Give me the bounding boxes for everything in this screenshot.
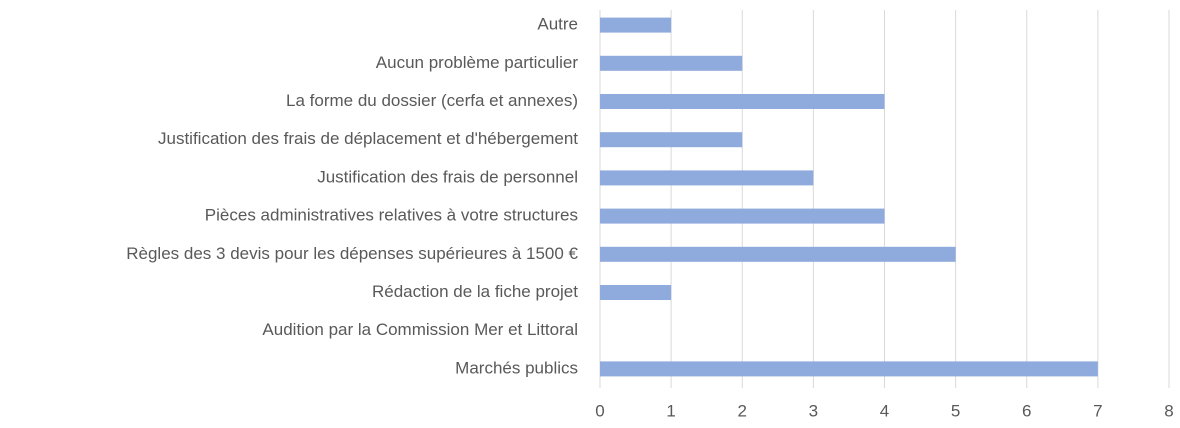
x-tick-label: 0 [595, 401, 604, 420]
bar [600, 361, 1098, 377]
y-tick-label: Pièces administratives relatives à votre… [205, 206, 578, 225]
x-tick-label: 8 [1164, 401, 1173, 420]
x-tick-label: 4 [880, 401, 889, 420]
bar [600, 55, 743, 71]
x-tick-label: 2 [738, 401, 747, 420]
x-tick-label: 5 [951, 401, 960, 420]
y-tick-label: Règles des 3 devis pour les dépenses sup… [126, 244, 578, 263]
y-tick-label: La forme du dossier (cerfa et annexes) [286, 91, 578, 110]
bar [600, 17, 672, 33]
y-tick-label: Autre [537, 15, 578, 34]
x-tick-label: 6 [1022, 401, 1031, 420]
bar [600, 246, 956, 262]
bar [600, 170, 814, 186]
x-tick-label: 7 [1093, 401, 1102, 420]
bar [600, 208, 885, 224]
y-tick-label: Justification des frais de personnel [317, 167, 578, 186]
bar [600, 285, 672, 300]
y-tick-label: Justification des frais de déplacement e… [158, 129, 578, 148]
bar [600, 132, 743, 148]
y-tick-label: Audition par la Commission Mer et Littor… [262, 320, 578, 339]
y-tick-label: Rédaction de la fiche projet [372, 282, 578, 301]
y-tick-label: Marchés publics [455, 358, 578, 377]
x-tick-label: 1 [666, 401, 675, 420]
x-tick-label: 3 [809, 401, 818, 420]
y-tick-label: Aucun problème particulier [376, 53, 579, 72]
bar [600, 94, 885, 109]
